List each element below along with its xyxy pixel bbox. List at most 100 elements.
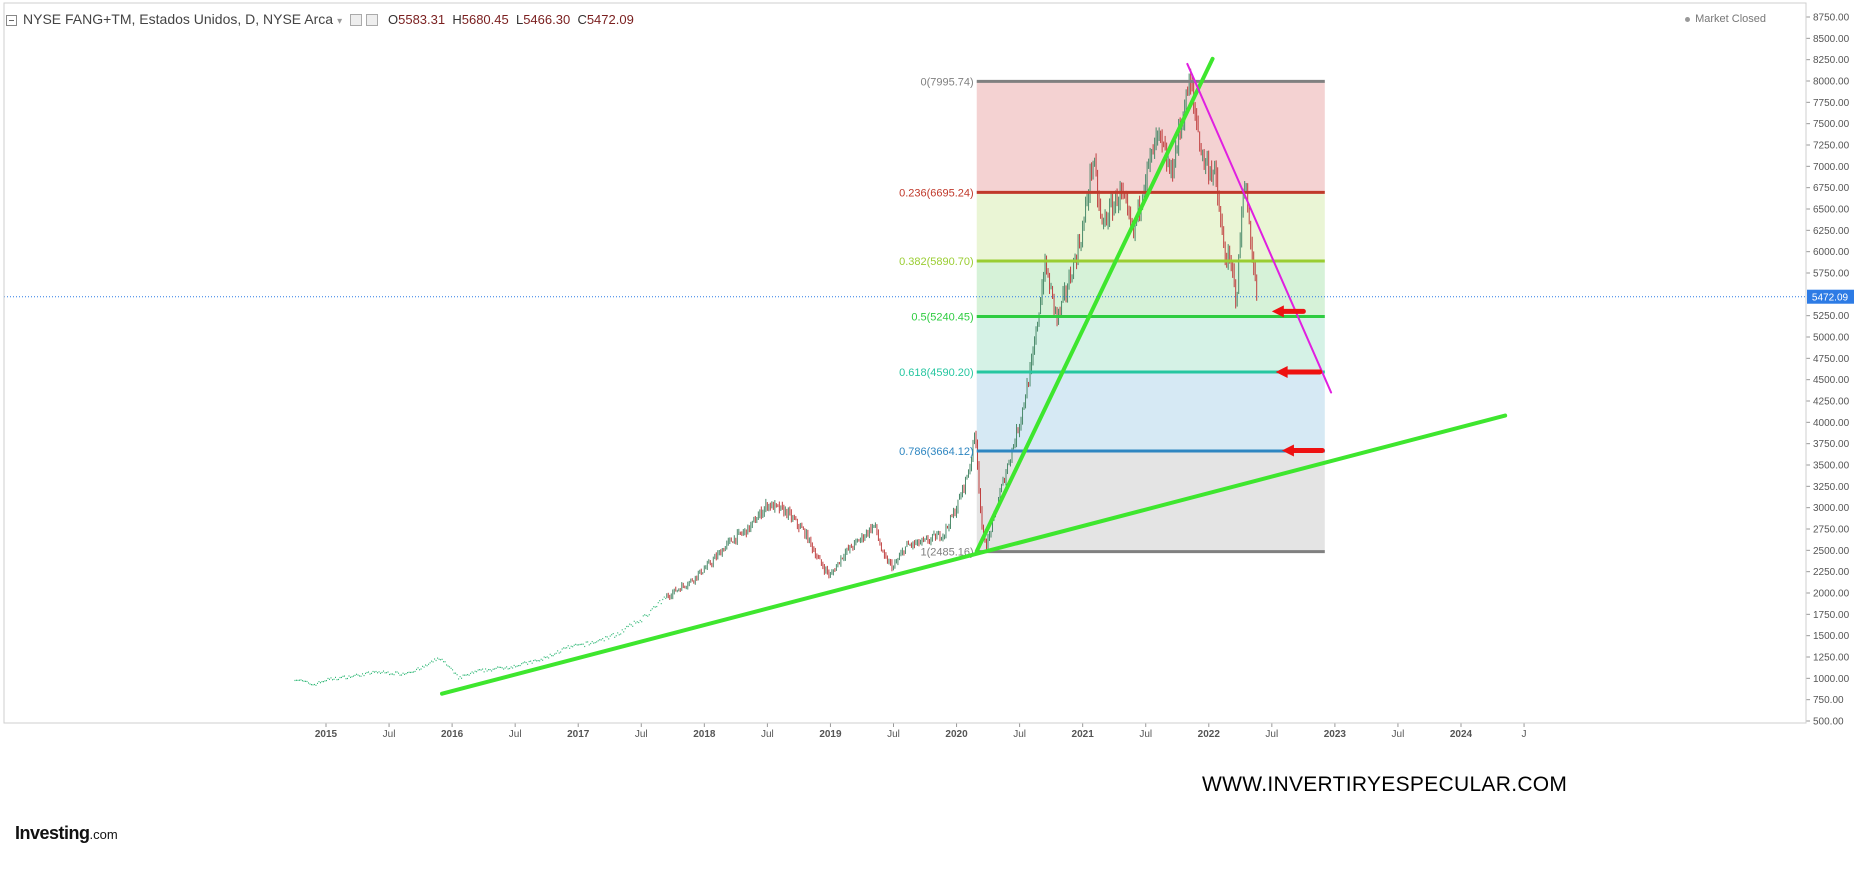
trendlines[interactable]	[440, 56, 1508, 696]
price-dot	[629, 623, 631, 625]
logo-suffix: .com	[89, 827, 118, 842]
price-dot	[447, 665, 449, 667]
y-tick-label: 5750.00	[1813, 269, 1850, 280]
price-dot	[461, 677, 463, 679]
price-dot	[500, 666, 502, 668]
price-dot	[612, 632, 614, 635]
market-status: Market Closed	[1685, 13, 1766, 25]
price-dot	[365, 672, 367, 675]
y-tick-label: 3000.00	[1813, 503, 1850, 514]
price-dot	[554, 653, 556, 655]
price-dot	[420, 668, 422, 670]
price-dot	[552, 655, 554, 657]
collapse-icon[interactable]	[6, 14, 17, 26]
price-dot	[404, 673, 406, 675]
y-axis[interactable]: 500.00 750.00 1000.00 1250.00 1500.00 1750.00…	[1805, 3, 1850, 728]
price-dot	[593, 642, 595, 644]
price-dot	[645, 614, 647, 617]
close-label: C	[577, 12, 587, 27]
price-dot	[611, 634, 613, 636]
annotation-arrows	[1271, 305, 1325, 457]
price-dot	[444, 661, 446, 663]
fib-zone-4	[976, 371, 1325, 451]
price-dot	[449, 666, 451, 668]
trendline-resistance	[1186, 62, 1333, 394]
price-dot	[456, 674, 458, 676]
price-dot	[383, 670, 385, 672]
price-dot	[663, 596, 665, 598]
price-dot	[428, 663, 430, 665]
price-dot	[316, 682, 318, 685]
x-tick-label: 2021	[1072, 729, 1095, 740]
x-axis[interactable]: 2015 Jul 2016 Jul 2017 Jul 2018 Jul 2019 Jul 2020 J…	[4, 722, 1806, 740]
price-dot	[609, 635, 611, 637]
price-dot	[411, 671, 413, 673]
fib-label-0.236: 0.236(6695.24)	[899, 187, 974, 199]
instrument-title[interactable]: NYSE FANG+TM, Estados Unidos, D, NYSE Ar…	[23, 11, 334, 27]
price-dot	[569, 647, 571, 649]
price-dot	[615, 635, 617, 637]
price-dot	[585, 641, 587, 643]
y-tick-label: 2250.00	[1813, 567, 1850, 578]
y-tick-label: 8750.00	[1813, 13, 1850, 24]
price-dot	[519, 664, 521, 667]
price-dot	[557, 650, 559, 652]
price-dot	[431, 660, 433, 662]
price-dot	[638, 621, 640, 624]
price-dot	[434, 658, 436, 660]
price-dot	[417, 667, 419, 669]
price-dot	[494, 668, 496, 670]
price-dot	[423, 666, 425, 668]
y-tick-label: 6250.00	[1813, 226, 1850, 237]
price-dot	[600, 639, 602, 641]
price-dot	[597, 640, 599, 642]
price-dot	[479, 669, 481, 671]
fibonacci-zones	[976, 81, 1325, 552]
price-dot	[501, 667, 503, 669]
price-dot	[662, 598, 664, 601]
price-dot	[605, 636, 607, 638]
price-dot	[350, 676, 352, 678]
price-dot	[328, 678, 330, 680]
price-dot	[295, 679, 297, 681]
price-dot	[527, 663, 529, 665]
price-dot	[419, 669, 421, 671]
price-dot	[624, 628, 626, 630]
price-dot	[477, 669, 479, 671]
price-dot	[384, 672, 386, 674]
y-tick-label: 2000.00	[1813, 589, 1850, 600]
price-dot	[654, 606, 656, 608]
y-tick-label: 5250.00	[1813, 311, 1850, 322]
price-dot	[570, 645, 572, 647]
price-dot	[591, 640, 593, 643]
x-tick-label: 2017	[567, 729, 590, 740]
hide-icon[interactable]	[366, 14, 379, 27]
price-dot	[435, 659, 437, 662]
price-dot	[621, 629, 623, 631]
price-dot	[474, 670, 476, 672]
price-dot	[488, 668, 490, 671]
price-dot	[653, 606, 655, 608]
price-dot	[377, 672, 379, 674]
price-dot	[395, 671, 397, 673]
settings-icon[interactable]	[350, 14, 363, 27]
price-dot	[325, 679, 327, 682]
price-dot	[344, 675, 346, 677]
price-dot	[560, 651, 562, 653]
x-tick-label: Jul	[1139, 729, 1152, 740]
price-dot	[426, 665, 428, 667]
price-dot	[333, 678, 335, 680]
price-dot	[399, 674, 401, 676]
price-dot	[525, 661, 527, 664]
price-dot	[551, 655, 553, 657]
investing-logo[interactable]: Investing.com	[15, 823, 118, 844]
dropdown-icon[interactable]: ▾	[337, 16, 343, 27]
price-dot	[300, 679, 302, 681]
price-dot	[590, 642, 592, 645]
price-dot	[533, 659, 535, 662]
arrow-head-2	[1281, 444, 1294, 457]
price-dot	[630, 624, 632, 626]
price-dot	[368, 671, 370, 673]
fib-zone-0	[976, 81, 1325, 193]
